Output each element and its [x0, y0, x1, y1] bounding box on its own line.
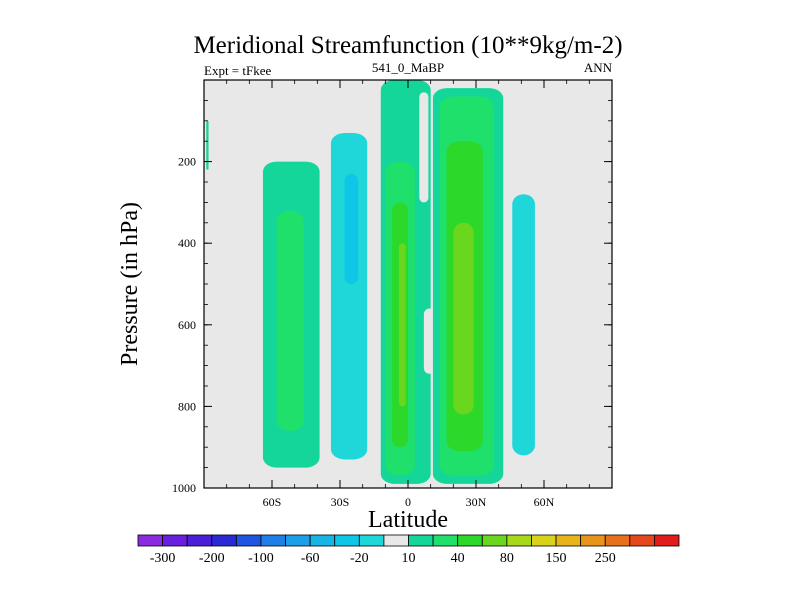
colorbar-label: 40: [451, 551, 465, 566]
y-axis-title: Pressure (in hPa): [117, 202, 143, 366]
colorbar-box-9: [358, 534, 385, 547]
contour-region-15: [453, 222, 474, 415]
colorbar-box-7: [309, 534, 336, 547]
colorbar: -300 -200 -100 -60 -20 10 40 80 150 250: [137, 534, 680, 566]
colorbar-box-10: [383, 534, 409, 547]
colorbar-box-17: [555, 534, 582, 547]
y-tick-label: 200: [178, 155, 196, 169]
contour-region-2: [276, 210, 304, 431]
colorbar-box-5: [260, 534, 286, 547]
colorbar-box-11: [408, 534, 434, 547]
y-tick-label: 600: [178, 318, 196, 332]
plot-area: 60S 30S 0 30N 60N 200 400 600 800 1000: [172, 79, 613, 509]
colorbar-box-3: [211, 534, 237, 547]
x-tick-label: 30N: [466, 495, 487, 509]
colorbar-label: 80: [500, 551, 514, 566]
x-tick-label: 60N: [534, 495, 555, 509]
left-string: Expt = tFkee: [204, 63, 271, 78]
x-axis-title: Latitude: [368, 507, 448, 533]
colorbar-label: 250: [595, 551, 616, 566]
contour-region-9: [398, 243, 406, 407]
colorbar-box-0: [137, 534, 163, 547]
colorbar-box-6: [285, 534, 311, 547]
colorbar-box-13: [457, 534, 483, 547]
axis-ticks: 60S 30S 0 30N 60N 200 400 600 800 1000: [172, 80, 612, 509]
colorbar-box-1: [162, 534, 188, 547]
contour-region-11: [423, 308, 436, 374]
x-tick-label: 30S: [331, 495, 350, 509]
chart-title: Meridional Streamfunction (10**9kg/m-2): [193, 32, 622, 59]
contour-region-0: [206, 120, 209, 170]
colorbar-box-14: [481, 534, 508, 547]
colorbar-box-21: [654, 534, 680, 547]
y-tick-label: 1000: [172, 481, 196, 495]
y-tick-label: 800: [178, 399, 196, 413]
contour-region-10: [419, 92, 429, 203]
x-tick-label: 60S: [263, 495, 282, 509]
colorbar-label: 150: [546, 551, 567, 566]
colorbar-box-20: [629, 534, 655, 547]
colorbar-label: -200: [199, 551, 225, 566]
colorbar-box-4: [235, 534, 262, 547]
colorbar-box-12: [432, 534, 459, 547]
colorbar-box-16: [531, 534, 557, 547]
x-tick-label: 0: [405, 495, 411, 509]
right-string: ANN: [584, 60, 613, 75]
colorbar-label: -20: [350, 551, 369, 566]
center-string: 541_0_MaBP: [372, 60, 444, 75]
contour-region-17: [512, 194, 535, 456]
colorbar-label: -60: [301, 551, 320, 566]
colorbar-box-8: [334, 534, 360, 547]
colorbar-box-18: [580, 534, 606, 547]
contour-region-5: [344, 173, 359, 284]
colorbar-label: 10: [402, 551, 416, 566]
y-tick-label: 400: [178, 236, 196, 250]
colorbar-box-2: [186, 534, 213, 547]
colorbar-box-19: [604, 534, 631, 547]
colorbar-label: -100: [248, 551, 274, 566]
colorbar-label: -300: [150, 551, 176, 566]
colorbar-box-15: [506, 534, 532, 547]
contour-fill-layer: [206, 80, 544, 484]
